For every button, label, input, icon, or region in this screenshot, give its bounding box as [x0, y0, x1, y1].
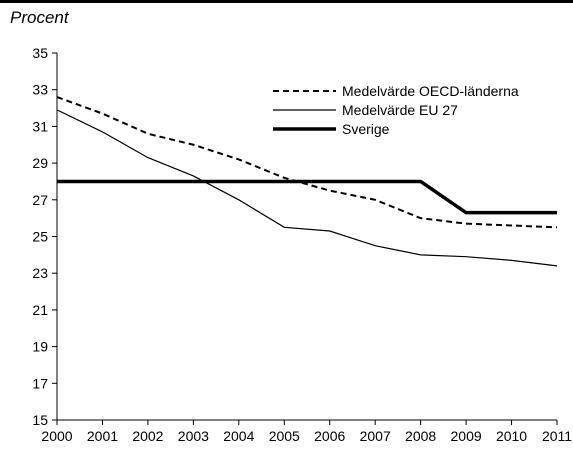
legend-label-1: Medelvärde EU 27	[342, 102, 458, 118]
y-tick-label: 31	[32, 118, 48, 134]
x-tick-label: 2009	[451, 428, 482, 444]
series-line-0	[56, 96, 558, 229]
y-tick-label: 21	[32, 302, 48, 318]
x-tick-label: 2000	[41, 428, 72, 444]
x-tick-label: 2005	[269, 428, 300, 444]
y-tick-label: 33	[32, 82, 48, 98]
x-tick-label: 2002	[132, 428, 163, 444]
top-rule	[0, 0, 573, 3]
y-tick-label: 27	[32, 192, 48, 208]
y-tick-label: 19	[32, 339, 48, 355]
x-tick-label: 2004	[223, 428, 254, 444]
y-tick-label: 25	[32, 229, 48, 245]
legend: Medelvärde OECD-länderna Medelvärde EU 27…	[273, 83, 519, 137]
axes: 15 17 19 21 23 25 27 29 31 33 35 2000 2001 2002 2003 20…	[32, 45, 572, 444]
y-tick-label: 15	[32, 412, 48, 428]
unit-label: Procent	[10, 8, 69, 27]
legend-label-0: Medelvärde OECD-länderna	[342, 83, 519, 99]
series-line-2	[57, 179, 557, 215]
y-tick-label: 23	[32, 265, 48, 281]
x-tick-label: 2010	[496, 428, 527, 444]
series-line-1	[56, 109, 558, 267]
legend-label-2: Sverige	[342, 121, 390, 137]
series-lines	[56, 96, 558, 267]
x-tick-label: 2008	[405, 428, 436, 444]
x-tick-label: 2007	[360, 428, 391, 444]
y-tick-label: 17	[32, 375, 48, 391]
y-tick-label: 35	[32, 45, 48, 61]
x-tick-label: 2011	[542, 428, 572, 444]
y-tick-label: 29	[32, 155, 48, 171]
x-tick-label: 2006	[314, 428, 345, 444]
x-tick-label: 2001	[87, 428, 118, 444]
x-tick-label: 2003	[178, 428, 209, 444]
